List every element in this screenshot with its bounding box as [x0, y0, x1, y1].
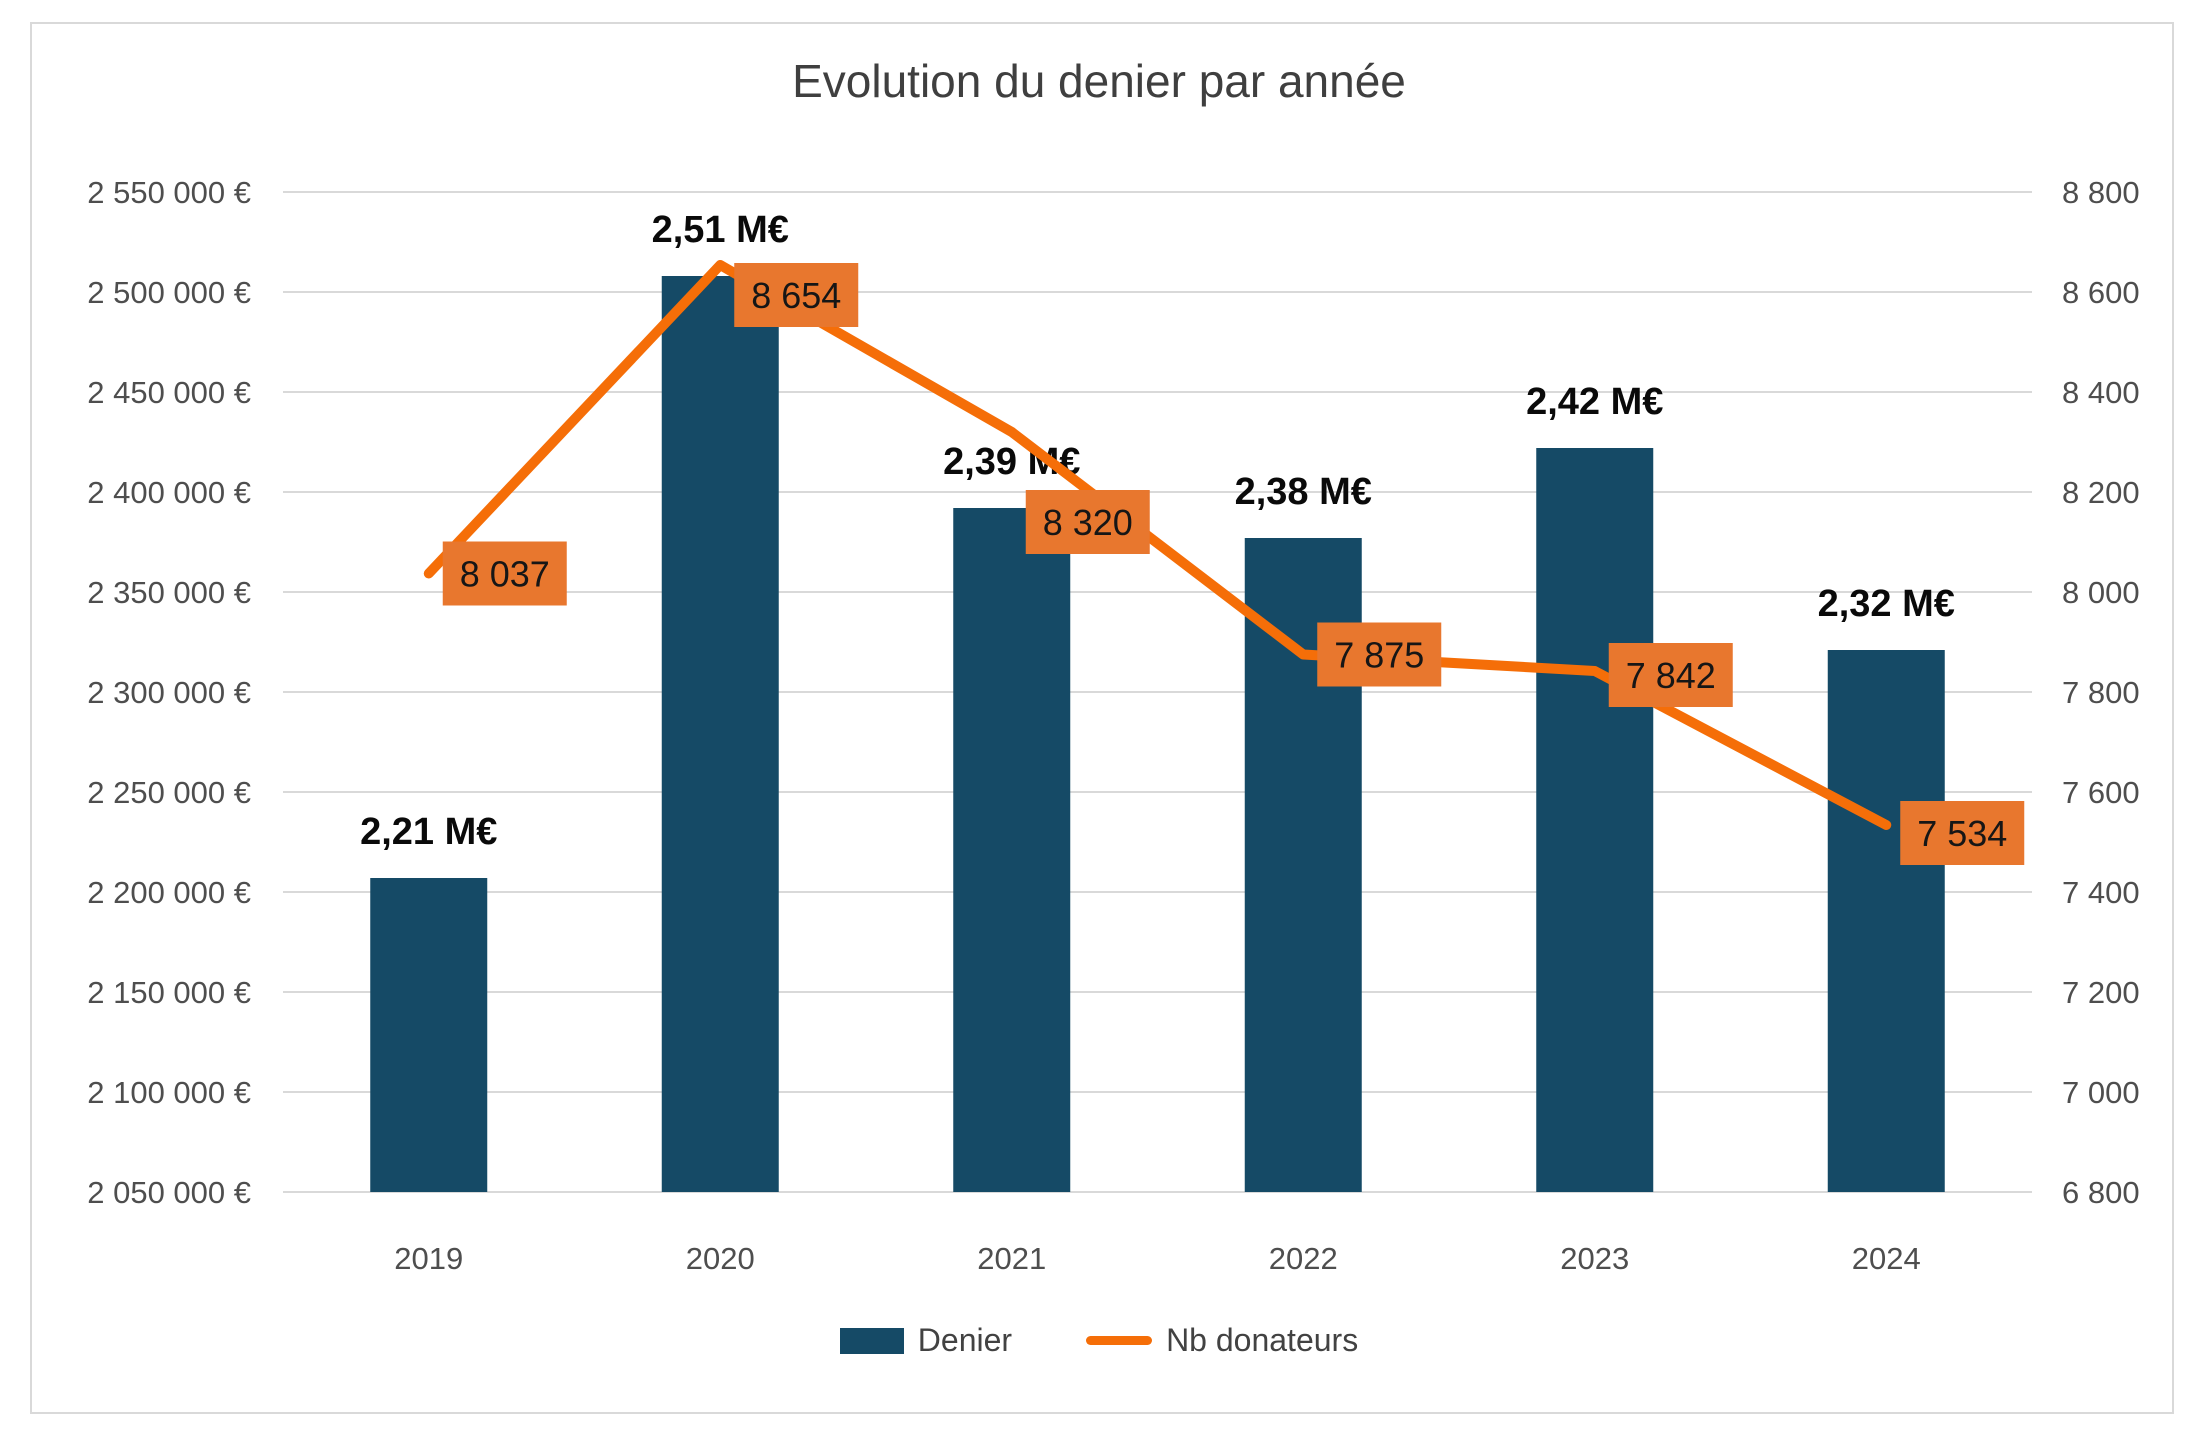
donor-label-text-2022: 7 875 — [1334, 635, 1424, 676]
y-left-tick: 2 100 000 € — [87, 1075, 251, 1110]
bar-value-label-2022: 2,38 M€ — [1235, 471, 1372, 513]
donor-label-box-2022[interactable] — [1317, 622, 1442, 687]
bar-value-label-2020: 2,51 M€ — [652, 209, 789, 251]
bar-2021[interactable] — [953, 508, 1071, 1192]
x-tick-2022[interactable]: 2022 — [1269, 1241, 1338, 1276]
donor-label-box-2020[interactable] — [734, 263, 859, 327]
donor-label-text-2019: 8 037 — [460, 554, 550, 595]
legend: Denier Nb donateurs — [0, 1322, 2198, 1359]
y-left-tick: 2 500 000 € — [87, 275, 251, 310]
y-right-tick: 7 200 — [2062, 975, 2140, 1010]
legend-label-denier: Denier — [917, 1322, 1013, 1358]
x-tick-2021[interactable]: 2021 — [977, 1241, 1046, 1276]
y-left-tick: 2 200 000 € — [87, 875, 251, 910]
y-right-tick: 7 800 — [2062, 675, 2140, 710]
y-left-tick: 2 350 000 € — [87, 575, 251, 610]
bar-swatch-icon — [839, 1327, 904, 1354]
bar-2023[interactable] — [1536, 448, 1654, 1192]
y-left-tick: 2 150 000 € — [87, 975, 251, 1010]
legend-item-denier[interactable]: Denier — [839, 1322, 1013, 1359]
donor-label-box-2023[interactable] — [1608, 643, 1733, 707]
x-tick-2023[interactable]: 2023 — [1560, 1241, 1629, 1276]
bar-2019[interactable] — [370, 878, 488, 1192]
y-left-tick: 2 450 000 € — [87, 375, 251, 410]
y-right-tick: 8 200 — [2062, 475, 2140, 510]
y-right-tick: 8 000 — [2062, 575, 2140, 610]
x-tick-2020[interactable]: 2020 — [686, 1241, 755, 1276]
bar-value-label-2021: 2,39 M€ — [943, 441, 1080, 483]
y-left-tick: 2 300 000 € — [87, 675, 251, 710]
chart-border — [30, 22, 2174, 1414]
bar-value-label-2019: 2,21 M€ — [360, 811, 497, 853]
y-right-tick: 8 400 — [2062, 375, 2140, 410]
x-tick-2019[interactable]: 2019 — [394, 1241, 463, 1276]
y-left-tick: 2 250 000 € — [87, 775, 251, 810]
bar-2020[interactable] — [661, 276, 779, 1192]
bar-value-label-2024: 2,32 M€ — [1818, 583, 1955, 625]
line-swatch-icon — [1086, 1336, 1153, 1345]
donor-line[interactable] — [423, 260, 1892, 830]
y-right-tick: 7 600 — [2062, 775, 2140, 810]
donor-label-box-2024[interactable] — [1900, 801, 2025, 865]
y-right-tick: 7 400 — [2062, 875, 2140, 910]
y-left-tick: 2 050 000 € — [87, 1175, 251, 1210]
y-right-tick: 7 000 — [2062, 1075, 2140, 1110]
y-right-tick: 8 800 — [2062, 175, 2140, 210]
donor-label-box-2021[interactable] — [1025, 490, 1150, 554]
donor-label-box-2019[interactable] — [442, 541, 567, 606]
chart-title: Evolution du denier par année — [792, 55, 1406, 107]
donor-label-text-2024: 7 534 — [1917, 813, 2007, 854]
donor-label-text-2020: 8 654 — [751, 275, 841, 316]
donor-label-text-2023: 7 842 — [1626, 655, 1716, 696]
y-left-tick: 2 400 000 € — [87, 475, 251, 510]
x-tick-2024[interactable]: 2024 — [1852, 1241, 1921, 1276]
legend-item-nb-donateurs[interactable]: Nb donateurs — [1086, 1322, 1358, 1359]
bar-2024[interactable] — [1827, 650, 1945, 1192]
y-left-tick: 2 550 000 € — [87, 175, 251, 210]
y-right-tick: 8 600 — [2062, 275, 2140, 310]
y-right-tick: 6 800 — [2062, 1175, 2140, 1210]
bar-value-label-2023: 2,42 M€ — [1526, 381, 1663, 423]
legend-label-nb-donateurs: Nb donateurs — [1166, 1322, 1359, 1358]
donor-label-text-2021: 8 320 — [1043, 502, 1133, 543]
